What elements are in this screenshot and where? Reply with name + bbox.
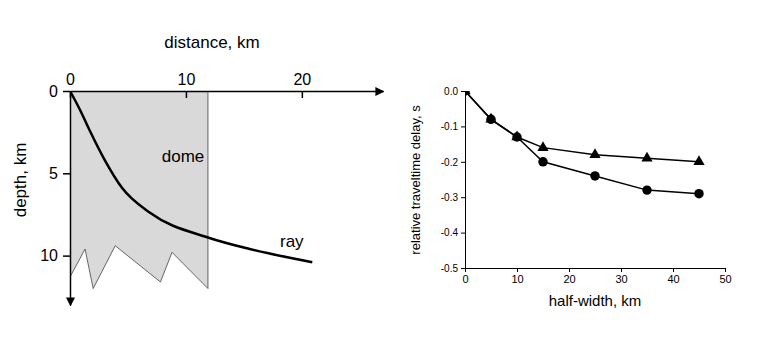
tick-mark xyxy=(621,268,622,272)
tick-label: 0 xyxy=(462,273,468,285)
y-axis: 0 5 10 xyxy=(40,83,70,306)
tick-label: 5 xyxy=(49,165,58,182)
tick: -0.5 xyxy=(441,263,465,274)
tick: 30 xyxy=(615,268,627,285)
tick-mark xyxy=(517,268,518,272)
tick: 5 xyxy=(49,165,70,182)
tick-label: -0.1 xyxy=(441,121,459,132)
x-axis-title: half-width, km xyxy=(549,292,642,309)
tick: -0.1 xyxy=(441,121,465,132)
axis-line xyxy=(466,268,726,269)
tick: 40 xyxy=(667,268,679,285)
y-axis: 0.0 -0.1 -0.2 -0.3 -0.4 -0.5 xyxy=(441,86,466,274)
marker xyxy=(590,171,599,180)
y-axis-title: relative traveltime delay, s xyxy=(408,105,423,255)
series-label: ray xyxy=(280,232,304,251)
y-axis-title: depth, km xyxy=(11,143,30,218)
tick-label: 30 xyxy=(615,273,627,285)
tick-mark xyxy=(63,255,70,257)
ray-line xyxy=(70,91,312,262)
tick-label: 20 xyxy=(563,273,575,285)
marker xyxy=(641,152,652,162)
plot-area xyxy=(465,91,705,198)
marker xyxy=(694,189,703,198)
x-axis-title: distance, km xyxy=(164,33,259,52)
tick: 0 xyxy=(49,83,70,100)
tick-label: 0 xyxy=(49,83,58,100)
tick-label: 10 xyxy=(40,247,58,264)
tick-mark xyxy=(465,268,466,272)
axis-line xyxy=(70,92,72,306)
tick-mark xyxy=(569,268,570,272)
marker xyxy=(512,132,521,141)
plot-area xyxy=(70,91,312,289)
tick-label: 0 xyxy=(66,71,75,88)
tick-label: 40 xyxy=(667,273,679,285)
tick: 10 xyxy=(40,247,70,264)
marker xyxy=(693,155,704,165)
series-label: dome xyxy=(162,147,205,166)
tick-label: 0.0 xyxy=(444,86,458,97)
tick: 20 xyxy=(293,71,311,98)
tick-label: -0.3 xyxy=(441,192,459,203)
tick: -0.4 xyxy=(441,227,465,238)
tick-mark xyxy=(461,162,465,163)
marker xyxy=(589,148,600,158)
tick: 0.0 xyxy=(444,86,465,97)
tick: 20 xyxy=(563,268,575,285)
tick-label: 50 xyxy=(719,273,731,285)
tick-mark xyxy=(63,91,70,93)
marker xyxy=(486,115,495,124)
tick-label: 20 xyxy=(293,71,311,88)
tick-mark xyxy=(725,268,726,272)
x-axis: 0 10 20 xyxy=(66,71,383,98)
tick: 0 xyxy=(462,268,468,285)
tick-mark xyxy=(63,173,70,175)
tick-label: -0.2 xyxy=(441,157,459,168)
tick-mark xyxy=(302,91,304,98)
tick-mark xyxy=(461,233,465,234)
tick: -0.2 xyxy=(441,157,465,168)
tick-label: 10 xyxy=(511,273,523,285)
tick-mark xyxy=(461,197,465,198)
tick: 10 xyxy=(178,71,196,98)
tick: 10 xyxy=(511,268,523,285)
marker xyxy=(642,185,651,194)
tick-label: -0.5 xyxy=(441,263,459,274)
tick: 50 xyxy=(719,268,731,285)
figure: dome ray 0 10 20 0 5 10 distance, km depth, km 0 10… xyxy=(0,0,761,364)
tick-label: 10 xyxy=(178,71,196,88)
tick-label: -0.4 xyxy=(441,227,459,238)
series-line xyxy=(465,91,699,194)
tick-mark xyxy=(186,91,188,98)
axis-line xyxy=(71,91,384,93)
tick: -0.3 xyxy=(441,192,465,203)
marker xyxy=(537,141,548,151)
tick-mark xyxy=(461,91,465,92)
tick-mark xyxy=(461,126,465,127)
marker xyxy=(538,157,547,166)
x-axis: 0 10 20 30 40 50 xyxy=(462,268,731,285)
tick-mark xyxy=(673,268,674,272)
tick-mark xyxy=(461,268,465,269)
axis-line xyxy=(465,92,466,269)
dome-area xyxy=(70,91,208,289)
